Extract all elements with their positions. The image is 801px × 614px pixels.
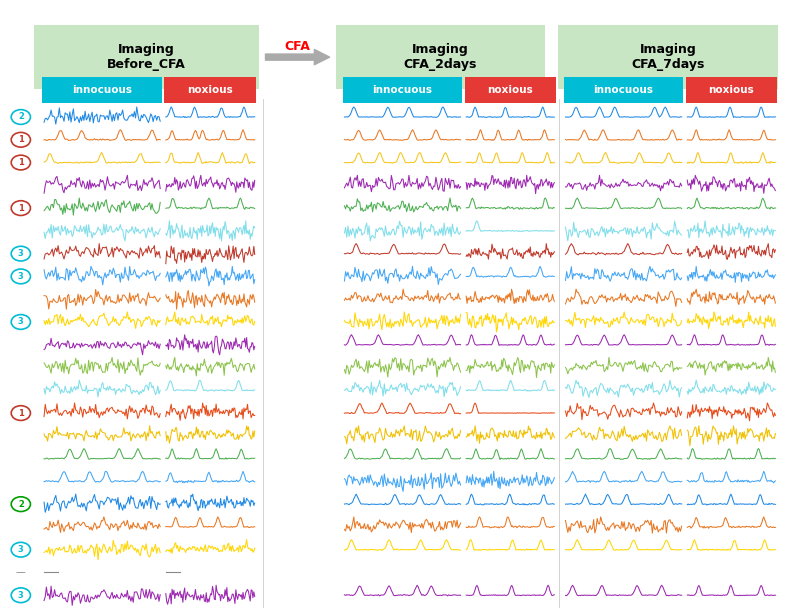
FancyBboxPatch shape xyxy=(34,25,259,89)
Text: —: — xyxy=(16,567,26,578)
FancyBboxPatch shape xyxy=(42,77,162,103)
FancyBboxPatch shape xyxy=(343,77,462,103)
Text: innocuous: innocuous xyxy=(372,85,433,95)
FancyBboxPatch shape xyxy=(336,25,545,89)
Text: CFA: CFA xyxy=(284,40,310,53)
Text: 2: 2 xyxy=(18,500,24,508)
Text: noxious: noxious xyxy=(187,85,233,95)
Text: 3: 3 xyxy=(18,545,24,554)
Text: 3: 3 xyxy=(18,272,24,281)
Text: innocuous: innocuous xyxy=(72,85,132,95)
Text: Imaging
CFA_2days: Imaging CFA_2days xyxy=(404,43,477,71)
Text: 3: 3 xyxy=(18,591,24,600)
Text: 1: 1 xyxy=(18,204,24,212)
Text: noxious: noxious xyxy=(708,85,755,95)
Text: innocuous: innocuous xyxy=(594,85,654,95)
FancyBboxPatch shape xyxy=(558,25,778,89)
Text: 1: 1 xyxy=(18,135,24,144)
Text: 1: 1 xyxy=(18,158,24,167)
Text: Imaging
CFA_7days: Imaging CFA_7days xyxy=(631,43,705,71)
FancyBboxPatch shape xyxy=(164,77,256,103)
Text: Imaging
Before_CFA: Imaging Before_CFA xyxy=(107,43,186,71)
FancyBboxPatch shape xyxy=(686,77,777,103)
Text: noxious: noxious xyxy=(487,85,533,95)
FancyBboxPatch shape xyxy=(564,77,683,103)
FancyBboxPatch shape xyxy=(465,77,556,103)
Text: 3: 3 xyxy=(18,317,24,327)
Text: 1: 1 xyxy=(18,408,24,418)
Text: 2: 2 xyxy=(18,112,24,122)
Text: 3: 3 xyxy=(18,249,24,258)
